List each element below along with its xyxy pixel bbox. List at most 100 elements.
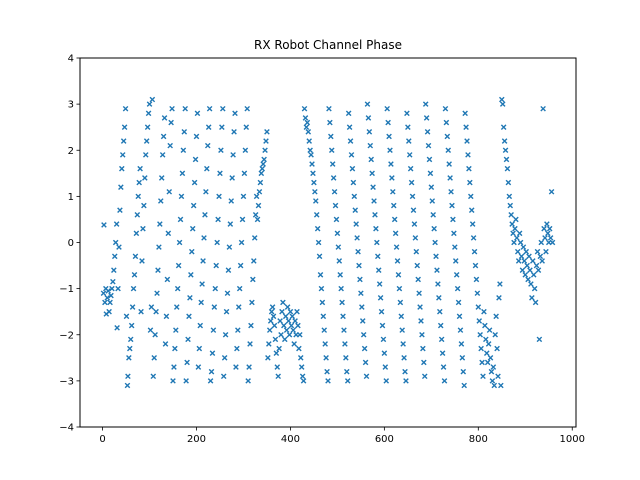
data-point	[325, 378, 331, 384]
data-point	[410, 207, 417, 214]
data-point	[159, 152, 166, 158]
data-point	[447, 175, 453, 181]
data-point	[129, 304, 136, 310]
data-point	[419, 331, 425, 338]
data-point	[153, 308, 159, 315]
data-point	[374, 253, 381, 260]
data-point	[317, 271, 324, 278]
data-point	[388, 161, 394, 167]
data-point	[414, 262, 421, 269]
data-point	[532, 299, 539, 306]
data-point	[193, 133, 200, 140]
data-point	[423, 115, 430, 121]
data-point	[273, 350, 280, 356]
data-point	[341, 327, 347, 333]
data-point	[117, 207, 123, 214]
data-point	[148, 304, 155, 310]
x-tick-label: 600	[375, 434, 394, 445]
data-point	[164, 276, 171, 283]
data-point	[454, 285, 461, 292]
data-point	[498, 96, 505, 103]
data-point	[508, 212, 514, 218]
data-point	[261, 156, 267, 163]
data-point	[199, 281, 205, 287]
data-point	[418, 318, 424, 324]
data-point	[243, 124, 250, 130]
data-point	[281, 336, 288, 343]
data-point	[250, 258, 257, 264]
data-point	[384, 105, 390, 112]
data-point	[279, 308, 285, 315]
data-point	[219, 105, 226, 112]
data-point	[250, 276, 256, 283]
data-point	[285, 318, 292, 324]
data-point	[355, 248, 361, 255]
data-point	[485, 341, 492, 347]
data-point	[143, 138, 150, 144]
data-point	[327, 119, 333, 126]
data-point	[443, 119, 450, 126]
data-point	[381, 350, 388, 356]
data-point	[196, 345, 203, 352]
data-point	[416, 290, 422, 297]
data-point	[405, 124, 411, 130]
data-point	[227, 221, 234, 227]
data-point	[549, 239, 556, 246]
data-point	[331, 188, 338, 195]
data-point	[245, 378, 251, 384]
data-point	[346, 124, 353, 130]
data-point	[507, 202, 514, 209]
data-point	[548, 188, 555, 195]
data-point	[300, 378, 307, 384]
data-point	[471, 248, 478, 255]
x-tick-label: 1000	[560, 434, 585, 445]
data-point	[147, 327, 154, 333]
y-tick-label: 2	[68, 146, 74, 157]
data-point	[502, 147, 509, 154]
data-point	[141, 202, 147, 209]
data-point	[369, 170, 375, 177]
data-point	[390, 188, 396, 195]
data-point	[505, 179, 512, 186]
data-point	[375, 267, 382, 273]
data-point	[114, 325, 120, 331]
data-point	[152, 331, 158, 338]
data-point	[514, 248, 521, 255]
data-point	[258, 170, 265, 177]
data-point	[320, 313, 327, 320]
data-point	[467, 193, 474, 200]
data-point	[345, 110, 352, 117]
data-point	[251, 235, 258, 241]
data-point	[500, 124, 507, 130]
data-point	[185, 336, 191, 343]
data-point	[403, 378, 409, 384]
data-point	[353, 221, 359, 227]
data-point	[370, 184, 376, 190]
data-point	[236, 285, 243, 292]
data-points	[100, 96, 556, 389]
data-point	[235, 327, 241, 333]
data-point	[498, 382, 504, 389]
data-point	[455, 299, 462, 306]
data-point	[224, 290, 231, 297]
data-point	[354, 235, 360, 241]
data-point	[247, 341, 253, 347]
data-point	[540, 105, 546, 112]
data-point	[256, 188, 263, 195]
data-point	[426, 156, 433, 163]
data-point	[324, 368, 330, 375]
data-point	[445, 147, 452, 154]
data-point	[240, 193, 247, 200]
data-point	[533, 262, 540, 269]
data-point	[202, 212, 208, 218]
data-point	[348, 152, 355, 158]
data-point	[450, 216, 456, 223]
x-tick-label: 800	[469, 434, 488, 445]
data-point	[205, 124, 212, 130]
data-point	[488, 368, 495, 375]
x-tick-label: 0	[99, 434, 105, 445]
data-point	[377, 295, 384, 301]
data-point	[362, 359, 369, 366]
